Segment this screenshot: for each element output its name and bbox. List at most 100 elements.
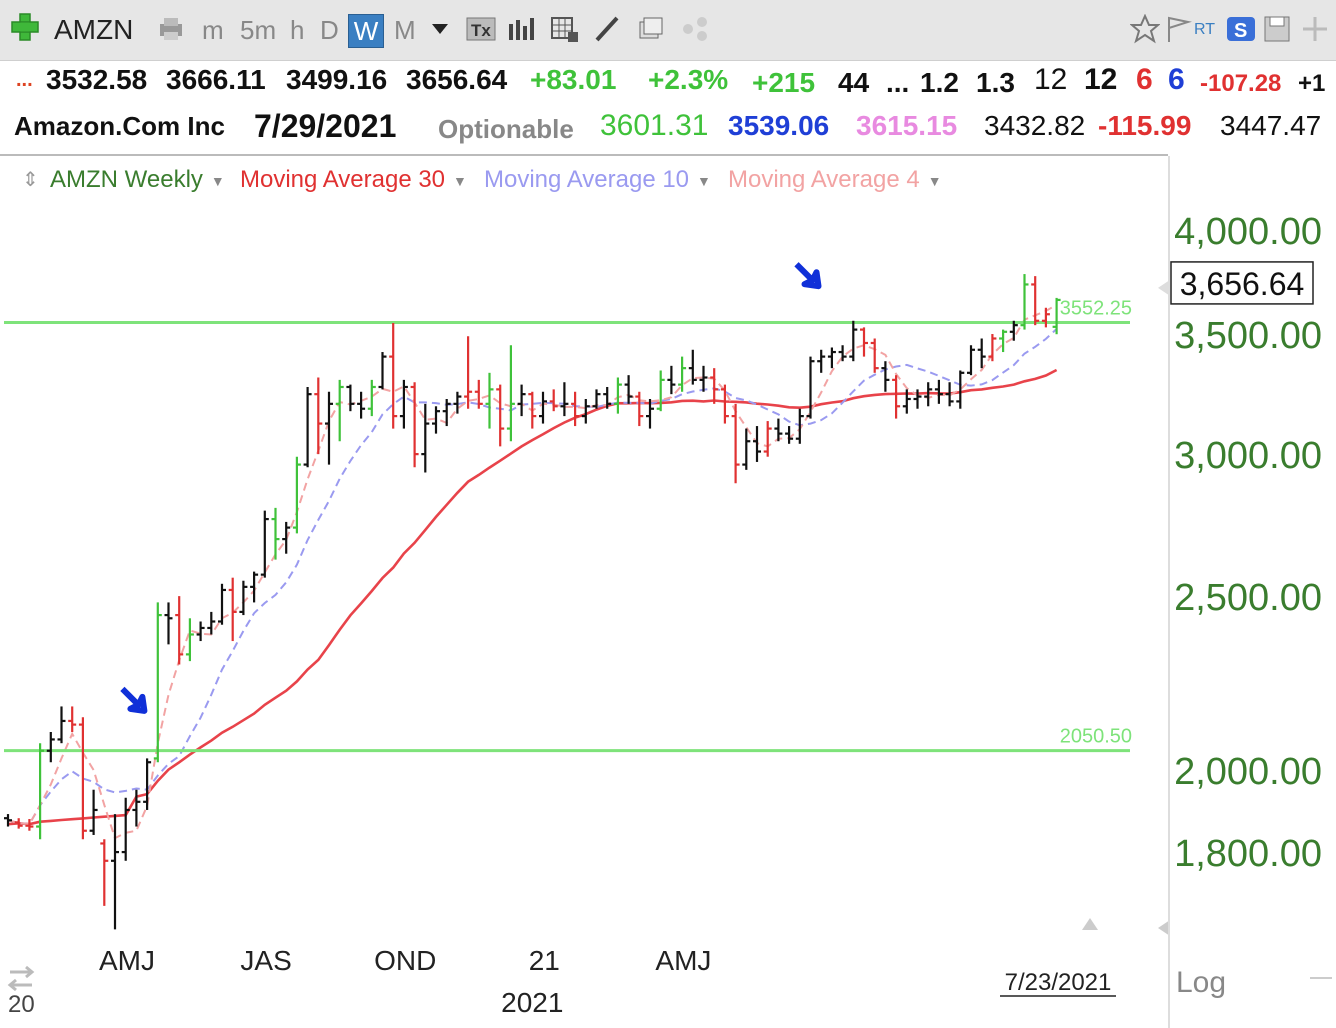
timeframe-h[interactable]: h (290, 15, 305, 45)
legend-ma30[interactable]: Moving Average 30 ▼ (240, 160, 467, 201)
s-badge-icon[interactable]: S (1226, 14, 1256, 44)
ohlc-bar (357, 391, 366, 419)
chevron-down-icon[interactable]: ▼ (210, 172, 225, 189)
toolbar: AMZN m 5m h D W M Tx RT S (0, 0, 1336, 61)
ohlc-bar (442, 398, 451, 427)
y-tick-label: 3,000.00 (1174, 435, 1322, 477)
optionable-label: Optionable (438, 114, 574, 144)
ohlc-bar (399, 379, 408, 429)
ohlc-bar (667, 365, 676, 395)
ohlc-bar (218, 583, 226, 625)
ohlc-bar (656, 370, 665, 412)
timeframe-m-monthly[interactable]: M (394, 15, 416, 45)
flag-icon[interactable] (1164, 14, 1194, 44)
text-tool-icon[interactable]: Tx (466, 14, 496, 44)
ohlc-bar (132, 789, 141, 827)
x-tick-label: 21 (529, 945, 560, 976)
dropdown-caret-icon[interactable] (430, 22, 450, 36)
ohlc-bar (892, 375, 901, 419)
ohlc-bar (506, 345, 515, 442)
chevron-down-icon[interactable]: ▼ (697, 172, 711, 189)
ohlc-bar (89, 789, 98, 835)
price-bars (4, 274, 1061, 930)
timeframe-5m[interactable]: 5m (240, 15, 277, 45)
layers-icon[interactable] (636, 14, 666, 44)
ohlc-bar (239, 580, 248, 616)
ohlc-bar (175, 596, 184, 665)
printer-icon[interactable] (156, 14, 186, 44)
bar-chart-icon[interactable] (506, 14, 536, 44)
ohlc-bar (977, 338, 986, 369)
ohlc-bar (111, 814, 119, 930)
y-tick-label: 4,000.00 (1174, 211, 1322, 253)
quote-p2: 3539.06 (728, 110, 830, 141)
legend-price[interactable]: AMZN Weekly ▼ (50, 160, 225, 201)
ohlc-bar (164, 602, 173, 645)
y-axis: 4,000.00 3,500.00 3,000.00 2,500.00 2,000.00… (1158, 211, 1322, 875)
realtime-label[interactable]: RT (1194, 21, 1216, 38)
ohlc-bar (699, 365, 708, 392)
quote-low: 3499.16 (286, 64, 388, 95)
ohlc-bar (57, 706, 66, 744)
ohlc-bar (528, 391, 537, 429)
ohlc-bar (913, 389, 922, 409)
ohlc-bar (496, 384, 505, 447)
legend-ma10[interactable]: Moving Average 10 ▼ (484, 160, 711, 201)
ohlc-bar (710, 368, 719, 404)
x-year-label: 2021 (501, 987, 563, 1018)
ohlc-bar (78, 717, 87, 840)
ohlc-bar (870, 338, 879, 373)
chevron-down-icon[interactable]: ▼ (453, 172, 467, 189)
last-price-box (1170, 261, 1314, 305)
add-symbol-icon[interactable] (10, 12, 40, 42)
quote-change-pct: +2.3% (648, 64, 729, 95)
ohlc-bar (881, 361, 890, 392)
ohlc-bar (817, 349, 826, 373)
ohlc-bar (196, 621, 205, 642)
legend-scroll-icon[interactable]: ⇕ (22, 169, 39, 191)
ohlc-bar (1020, 274, 1029, 330)
ohlc-bar (592, 389, 601, 409)
ohlc-bar (860, 327, 868, 357)
ohlc-bar (346, 384, 355, 412)
star-icon[interactable] (1130, 14, 1160, 44)
ma4-line (7, 303, 1058, 840)
grid-add-icon[interactable] (550, 14, 580, 44)
ohlc-bar (678, 356, 687, 392)
ohlc-bar (635, 391, 644, 427)
timeframe-w-active[interactable]: W (348, 14, 384, 48)
x-left-label: 20 (8, 991, 35, 1018)
legend-ma4[interactable]: Moving Average 4 ▼ (728, 160, 942, 201)
scroll-arrows-icon (7, 965, 35, 992)
save-icon[interactable] (1262, 14, 1292, 44)
ohlc-bar (207, 611, 216, 635)
quote-p3: 3615.15 (856, 110, 958, 141)
timeframe-d[interactable]: D (320, 15, 339, 45)
ma30-line (7, 368, 1058, 826)
chevron-down-icon[interactable]: ▼ (927, 172, 942, 189)
ohlc-bar (68, 706, 77, 732)
pencil-icon[interactable] (592, 14, 622, 44)
ohlc-bar (485, 372, 494, 429)
quote-v4: 1.2 (920, 67, 959, 98)
move-icon[interactable] (1300, 14, 1330, 44)
ohlc-bar (282, 521, 291, 554)
quote-ellipsis: ... (16, 69, 33, 91)
ohlc-bar (785, 426, 794, 444)
legend-ma10-label: Moving Average 10 (484, 166, 690, 193)
ohlc-bar (934, 379, 943, 404)
log-scale-label: Log (1176, 966, 1226, 999)
share-icon[interactable] (680, 14, 710, 44)
quote-change: +83.01 (530, 64, 617, 95)
ohlc-bar (367, 379, 376, 417)
ohlc-bar (827, 347, 836, 369)
ohlc-bar (292, 456, 301, 534)
timeframe-m[interactable]: m (202, 15, 224, 45)
ohlc-bar (603, 386, 612, 409)
ohlc-bar (688, 349, 697, 385)
symbol-label[interactable]: AMZN (54, 14, 134, 45)
quote-p5: -115.99 (1098, 110, 1192, 141)
ohlc-bar (720, 384, 729, 424)
scroll-up-icon (1082, 918, 1098, 930)
quote-p1: 3601.31 (600, 109, 709, 142)
